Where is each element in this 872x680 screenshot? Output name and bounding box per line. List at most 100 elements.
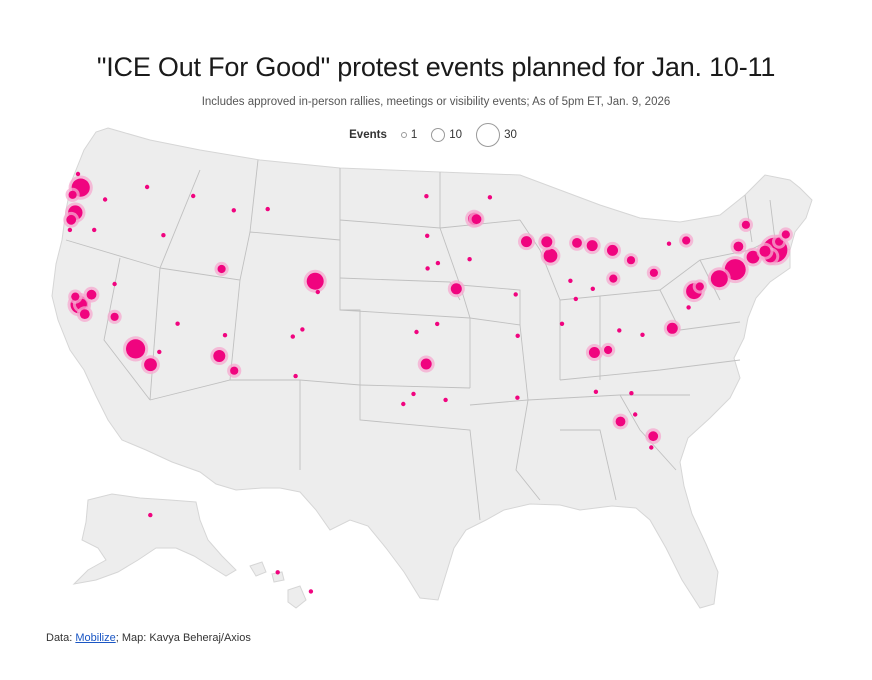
event-marker-denver-co[interactable]: Denver, CO: 12 xyxy=(306,272,324,290)
event-marker-austin-tx[interactable]: Austin, TX: 1 xyxy=(411,391,416,397)
event-marker-olympia-wa[interactable]: Olympia, WA: 2 xyxy=(68,190,77,199)
event-marker-raleigh-nc[interactable]: Raleigh, NC: 4 xyxy=(666,322,678,334)
event-marker-fargo-nd[interactable]: Fargo, ND: 1 xyxy=(424,194,429,199)
event-marker-new-orleans-la[interactable]: New Orleans, LA: 1 xyxy=(515,395,520,400)
legend-item-30: 30 xyxy=(476,123,517,147)
legend-item-10: 10 xyxy=(431,128,462,142)
event-marker-bellingham-wa[interactable]: Bellingham, WA: 1 xyxy=(75,171,81,177)
source-credit: Data: Mobilize; Map: Kavya Beheraj/Axios xyxy=(46,632,251,644)
source-link[interactable]: Mobilize xyxy=(75,632,116,644)
event-marker-worcester-ma[interactable]: Worcester, MA: 4 xyxy=(759,245,771,257)
footer-suffix: ; Map: Kavya Beheraj/Axios xyxy=(115,632,251,644)
event-marker-hartford-ct[interactable]: Hartford, CT: 6 xyxy=(746,250,760,264)
legend-label-10: 10 xyxy=(449,129,463,141)
event-marker-santa-fe-nm[interactable]: Santa Fe, NM: 1 xyxy=(300,327,305,332)
event-marker-hilo-hi[interactable]: Hilo, HI: 1 xyxy=(308,589,314,594)
event-marker-bend-or[interactable]: Bend, OR: 1 xyxy=(92,227,97,233)
event-marker-flagstaff-az[interactable]: Flagstaff, AZ: 1 xyxy=(222,333,228,338)
event-marker-tucson-az[interactable]: Tucson, AZ: 2 xyxy=(230,366,239,375)
event-marker-houston-tx[interactable]: Houston, TX: 1 xyxy=(443,397,448,403)
event-marker-nashville-tn[interactable]: Nashville, TN: 1 xyxy=(559,321,565,326)
event-marker-palm-springs-ca[interactable]: Palm Springs, CA: 1 xyxy=(157,349,162,355)
legend-circle-medium xyxy=(431,128,446,142)
event-marker-grand-rapids-mi[interactable]: Grand Rapids, MI: 3 xyxy=(572,238,582,248)
event-marker-san-antonio-tx[interactable]: San Antonio, TX: 1 xyxy=(401,401,406,407)
event-marker-las-vegas-nv[interactable]: Las Vegas, NV: 1 xyxy=(175,321,180,326)
event-marker-cincinnati-oh[interactable]: Cincinnati, OH: 1 xyxy=(590,286,595,291)
event-marker-santa-rosa-ca[interactable]: Santa Rosa, CA: 2 xyxy=(71,292,80,301)
event-marker-sioux-falls-sd[interactable]: Sioux Falls, SD: 1 xyxy=(425,233,430,238)
event-marker-santa-cruz-ca[interactable]: Santa Cruz, CA: 3 xyxy=(79,309,90,319)
event-marker-richmond-va[interactable]: Richmond, VA: 1 xyxy=(686,305,691,310)
event-marker-omaha-ne[interactable]: Omaha, NE: 1 xyxy=(435,260,441,266)
event-marker-st-paul-mn[interactable]: St. Paul, MN: 3 xyxy=(471,214,482,225)
event-marker-jacksonville-fl[interactable]: Jacksonville, FL: 1 xyxy=(629,391,634,396)
event-marker-anchorage-ak[interactable]: Anchorage, AK: 1 xyxy=(148,512,153,518)
event-marker-yakima-wa[interactable]: Yakima, WA: 1 xyxy=(102,197,108,202)
event-marker-columbus-oh[interactable]: Columbus, OH: 2 xyxy=(609,274,618,283)
event-marker-philadelphia-pa[interactable]: Philadelphia, PA: 12 xyxy=(710,270,728,288)
event-marker-rochester-ny[interactable]: Rochester, NY: 2 xyxy=(682,236,691,245)
size-legend: Events 1 10 30 xyxy=(0,123,872,147)
event-marker-eugene-or[interactable]: Eugene, OR: 1 xyxy=(67,227,73,233)
event-marker-asheville-nc[interactable]: Asheville, NC: 1 xyxy=(617,328,622,333)
event-marker-el-paso-tx[interactable]: El Paso, TX: 1 xyxy=(293,373,298,379)
event-markers: Boston, MA: 30New York, NY: 20Los Angele… xyxy=(63,171,793,594)
event-marker-san-diego-ca[interactable]: San Diego, CA: 6 xyxy=(144,358,157,372)
event-marker-missoula-mt[interactable]: Missoula, MT: 1 xyxy=(191,193,196,199)
event-marker-portland-me[interactable]: Portland, ME: 2 xyxy=(781,230,790,239)
event-marker-orlando-fl[interactable]: Orlando, FL: 1 xyxy=(633,412,638,417)
event-marker-phoenix-az[interactable]: Phoenix, AZ: 5 xyxy=(213,350,226,362)
event-marker-baltimore-md[interactable]: Baltimore, MD: 2 xyxy=(695,282,704,291)
event-marker-fresno-ca[interactable]: Fresno, CA: 2 xyxy=(110,312,119,321)
event-marker-louisville-ky[interactable]: Louisville, KY: 1 xyxy=(573,296,578,302)
hawaii-shape xyxy=(249,561,307,609)
event-marker-des-moines-ia[interactable]: Des Moines, IA: 1 xyxy=(467,257,472,262)
event-marker-charlotte-nc[interactable]: Charlotte, NC: 1 xyxy=(640,332,645,337)
event-marker-madison-wi[interactable]: Madison, WI: 4 xyxy=(521,236,532,248)
event-marker-bozeman-mt[interactable]: Bozeman, MT: 1 xyxy=(231,208,236,213)
event-marker-west-palm-beach-fl[interactable]: West Palm Beach, FL: 3 xyxy=(648,431,659,442)
event-marker-sacramento-ca[interactable]: Sacramento, CA: 3 xyxy=(86,289,97,300)
event-marker-athens-ga[interactable]: Athens, GA: 2 xyxy=(604,345,613,355)
event-marker-tallahassee-fl[interactable]: Tallahassee, FL: 1 xyxy=(593,389,599,394)
event-marker-tulsa-ok[interactable]: Tulsa, OK: 1 xyxy=(435,321,440,327)
legend-label-1: 1 xyxy=(410,129,418,141)
event-marker-milwaukee-wi[interactable]: Milwaukee, WI: 4 xyxy=(541,236,553,248)
event-marker-albany-ny[interactable]: Albany, NY: 3 xyxy=(733,241,744,252)
event-marker-salem-or[interactable]: Salem, OR: 3 xyxy=(66,214,77,225)
event-marker-oklahoma-city-ok[interactable]: Oklahoma City, OK: 1 xyxy=(414,329,419,335)
event-marker-chicago-il[interactable]: Chicago, IL: 7 xyxy=(543,248,558,263)
event-marker-colorado-springs-co[interactable]: Colorado Springs, CO: 1 xyxy=(315,289,320,295)
legend-item-1: 1 xyxy=(400,129,418,141)
event-marker-memphis-tn[interactable]: Memphis, TN: 1 xyxy=(515,333,520,338)
event-marker-reno-nv[interactable]: Reno, NV: 1 xyxy=(112,281,117,287)
event-marker-burlington-vt[interactable]: Burlington, VT: 2 xyxy=(741,220,751,229)
event-marker-kansas-city-mo[interactable]: Kansas City, MO: 4 xyxy=(450,283,462,295)
event-marker-buffalo-ny[interactable]: Buffalo, NY: 1 xyxy=(666,241,672,246)
event-marker-lansing-mi[interactable]: Lansing, MI: 4 xyxy=(586,240,598,252)
event-marker-salt-lake-city-ut[interactable]: Salt Lake City, UT: 2 xyxy=(217,264,226,274)
event-marker-honolulu-hi[interactable]: Honolulu, HI: 1 xyxy=(275,570,280,575)
event-marker-detroit-mi[interactable]: Detroit, MI: 4 xyxy=(607,244,618,256)
event-marker-billings-mt[interactable]: Billings, MT: 1 xyxy=(265,206,270,212)
event-marker-lincoln-ne[interactable]: Lincoln, NE: 1 xyxy=(425,266,430,271)
event-marker-duluth-mn[interactable]: Duluth, MN: 1 xyxy=(487,195,493,200)
event-marker-pittsburgh-pa[interactable]: Pittsburgh, PA: 2 xyxy=(649,268,659,277)
event-marker-spokane-wa[interactable]: Spokane, WA: 1 xyxy=(144,184,150,190)
event-marker-dallas-tx[interactable]: Dallas, TX: 4 xyxy=(420,358,432,370)
event-marker-boise-id[interactable]: Boise, ID: 1 xyxy=(161,233,166,238)
event-marker-cleveland-oh[interactable]: Cleveland, OH: 2 xyxy=(626,256,636,265)
event-marker-albuquerque-nm[interactable]: Albuquerque, NM: 1 xyxy=(290,334,295,339)
event-marker-miami-fl[interactable]: Miami, FL: 1 xyxy=(649,445,654,450)
event-marker-st-louis-mo[interactable]: St. Louis, MO: 1 xyxy=(513,292,518,297)
event-marker-los-angeles-ca[interactable]: Los Angeles, CA: 16 xyxy=(126,339,146,359)
event-marker-atlanta-ga[interactable]: Atlanta, GA: 4 xyxy=(588,347,600,358)
event-marker-boulder-co[interactable]: Boulder, CO: 1 xyxy=(309,275,314,280)
event-marker-indianapolis-in[interactable]: Indianapolis, IN: 1 xyxy=(568,278,573,283)
chart-title: "ICE Out For Good" protest events planne… xyxy=(96,52,776,82)
event-marker-tampa-fl[interactable]: Tampa, FL: 3 xyxy=(615,416,626,427)
legend-circle-large xyxy=(476,123,501,147)
legend-label-30: 30 xyxy=(504,129,517,141)
